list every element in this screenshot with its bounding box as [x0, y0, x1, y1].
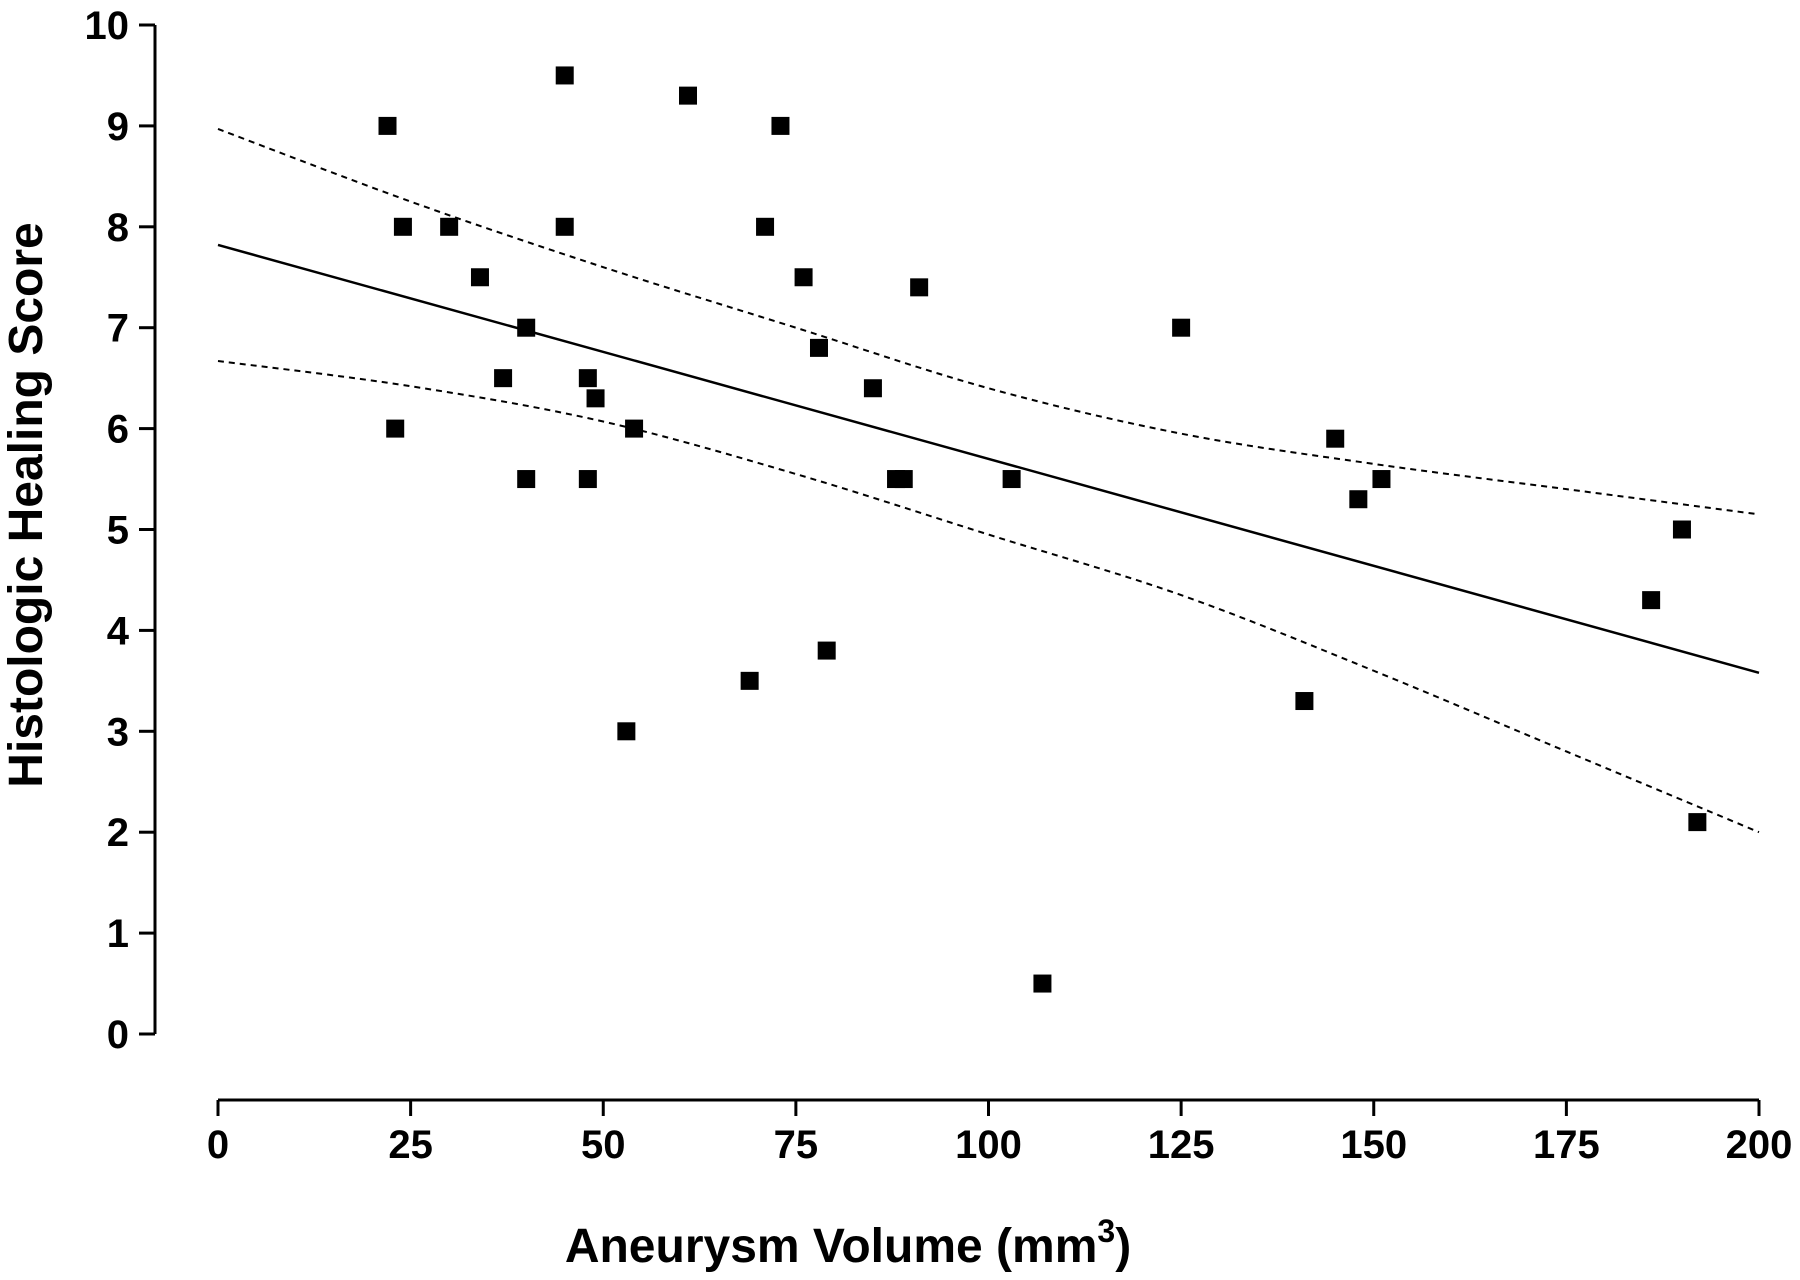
data-point [440, 217, 459, 236]
y-tick-label: 5 [107, 509, 129, 553]
data-point [555, 66, 574, 85]
data-point [679, 86, 698, 105]
data-point [378, 116, 397, 135]
data-point [809, 338, 828, 357]
x-tick-label: 100 [955, 1123, 1022, 1167]
data-point [578, 470, 597, 489]
data-point [771, 116, 790, 135]
x-tick-label: 175 [1533, 1123, 1600, 1167]
data-point [1172, 318, 1191, 337]
data-point [393, 217, 412, 236]
data-point [1326, 429, 1345, 448]
data-point [1372, 470, 1391, 489]
x-tick-label: 75 [774, 1123, 819, 1167]
data-point [910, 278, 929, 297]
data-point [1295, 692, 1314, 711]
y-axis-title: Histologic Healing Score [0, 222, 53, 787]
x-axis-title: Aneurysm Volume (mm3) [565, 1213, 1131, 1273]
data-point [625, 419, 644, 438]
data-point [1688, 813, 1707, 832]
data-point [863, 379, 882, 398]
y-tick-label: 2 [107, 811, 129, 855]
y-tick-label: 10 [85, 4, 130, 48]
y-tick-label: 1 [107, 912, 129, 956]
lower-confidence-band [217, 360, 1760, 834]
upper-confidence-band [217, 127, 1760, 516]
x-axis: 0 25 50 75 100 125 150 175 200 [207, 1098, 1793, 1167]
data-point [756, 217, 775, 236]
y-tick-label: 7 [107, 307, 129, 351]
confidence-bands [217, 127, 1760, 834]
y-tick-label: 3 [107, 710, 129, 754]
data-point [894, 470, 913, 489]
data-point [578, 369, 597, 388]
data-point [794, 268, 813, 287]
data-point [386, 419, 405, 438]
x-tick-label: 200 [1726, 1123, 1793, 1167]
x-axis-title-main: Aneurysm Volume (mm [565, 1220, 1098, 1273]
x-tick-label: 25 [388, 1123, 433, 1167]
data-point [586, 389, 605, 408]
y-tick-label: 8 [107, 206, 129, 250]
y-tick-label: 4 [107, 609, 130, 653]
data-point [740, 671, 759, 690]
data-point [517, 318, 536, 337]
x-tick-label: 150 [1340, 1123, 1407, 1167]
data-point [1642, 591, 1661, 610]
data-point [470, 268, 489, 287]
x-axis-title-superscript: 3 [1097, 1213, 1115, 1249]
data-point [517, 470, 536, 489]
y-axis: 0 1 2 3 4 5 6 7 8 9 10 [85, 4, 157, 1057]
data-point [1002, 470, 1021, 489]
y-tick-label: 9 [107, 105, 129, 149]
y-tick-label: 6 [107, 408, 129, 452]
data-points [378, 66, 1707, 993]
regression-line [217, 243, 1760, 674]
data-point [1033, 974, 1052, 993]
x-tick-label: 125 [1148, 1123, 1215, 1167]
data-point [494, 369, 513, 388]
data-point [617, 722, 636, 741]
data-point [555, 217, 574, 236]
regression-line-group [217, 243, 1760, 674]
x-axis-title-suffix: ) [1115, 1220, 1131, 1273]
data-point [1349, 490, 1368, 509]
x-tick-label: 50 [581, 1123, 626, 1167]
data-point [817, 641, 836, 660]
data-point [1672, 520, 1691, 539]
y-tick-label: 0 [107, 1013, 129, 1057]
x-tick-label: 0 [207, 1123, 229, 1167]
